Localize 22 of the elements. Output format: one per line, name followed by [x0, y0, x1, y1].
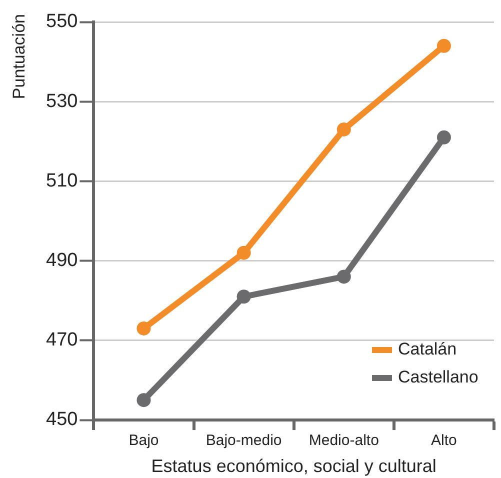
x-tick-label: Bajo	[128, 432, 159, 450]
y-tick-label: 530	[46, 90, 78, 112]
x-tick-label: Medio-alto	[308, 432, 379, 450]
y-tick-label: 450	[46, 409, 78, 430]
point	[136, 393, 151, 408]
x-tick-label: Bajo-medio	[206, 432, 282, 450]
y-tick-label: 510	[46, 170, 78, 192]
y-axis-title: Puntuación	[10, 14, 29, 100]
point	[236, 246, 251, 260]
point	[136, 321, 151, 336]
point	[236, 290, 251, 304]
point	[436, 38, 451, 53]
point	[336, 270, 351, 284]
y-tick-label: 470	[46, 330, 78, 351]
point	[336, 122, 351, 136]
x-axis-title: Estatus económico, social y cultural	[151, 456, 436, 476]
legend-label: Catalán	[398, 340, 457, 359]
x-tick-label: Alto	[431, 432, 457, 450]
y-tick-label: 490	[46, 250, 78, 272]
point	[436, 130, 451, 144]
legend-label: Castellano	[398, 368, 478, 387]
y-tick-label: 550	[46, 11, 78, 32]
